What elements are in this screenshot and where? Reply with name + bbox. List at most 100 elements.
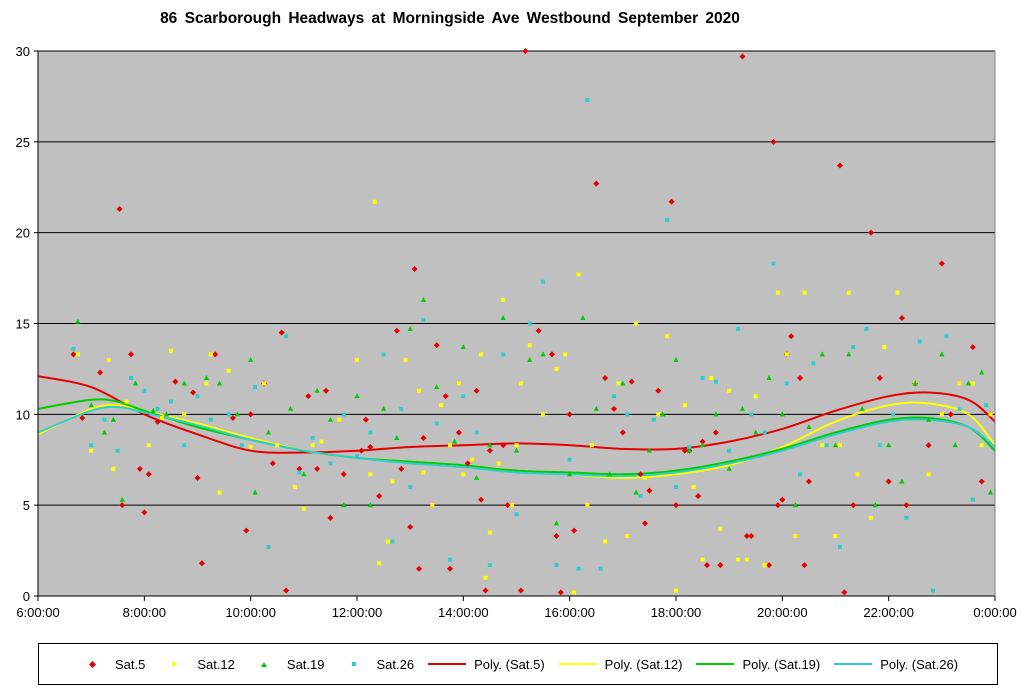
legend-symbol — [260, 661, 267, 667]
x-tick-label: 16:00:00 — [544, 605, 595, 620]
data-point — [420, 296, 427, 302]
data-point — [753, 429, 759, 435]
data-point — [553, 533, 560, 540]
data-point — [70, 351, 77, 358]
data-point — [576, 566, 581, 571]
data-point — [616, 381, 621, 386]
data-point — [774, 502, 781, 509]
data-point — [673, 356, 679, 362]
data-point — [474, 474, 480, 480]
data-point — [474, 430, 479, 435]
data-point — [535, 327, 542, 334]
x-tick-label: 14:00:00 — [438, 605, 489, 620]
data-point — [681, 447, 688, 454]
data-points — [70, 48, 994, 596]
data-point — [585, 98, 590, 103]
axes: 0 5 10 15 20 25 30 6:00:00 8:00:00 10:00:00 12:00:… — [16, 44, 1017, 620]
data-point — [124, 399, 129, 404]
data-point — [619, 429, 626, 436]
data-point — [181, 380, 187, 386]
data-point — [611, 394, 616, 399]
data-point — [510, 503, 515, 508]
data-point — [160, 415, 165, 420]
data-point — [988, 412, 993, 417]
data-point — [739, 53, 746, 60]
data-point — [939, 351, 945, 357]
data-point — [628, 378, 635, 385]
data-point — [408, 485, 413, 489]
data-point — [656, 412, 661, 417]
data-point — [580, 315, 586, 321]
data-point — [634, 321, 639, 326]
data-point — [243, 527, 250, 534]
data-point — [700, 557, 705, 562]
data-point — [674, 588, 678, 593]
legend-symbol — [834, 663, 873, 665]
data-point — [461, 472, 466, 477]
data-point — [641, 520, 648, 527]
data-point — [904, 515, 909, 520]
data-point — [979, 443, 984, 448]
data-point — [718, 526, 723, 531]
data-point — [872, 502, 878, 508]
data-point — [850, 502, 857, 509]
data-point — [340, 471, 347, 478]
data-point — [362, 416, 369, 423]
data-point — [128, 351, 135, 358]
data-point — [198, 560, 205, 567]
data-point — [88, 402, 94, 408]
data-point — [314, 465, 321, 472]
data-point — [376, 493, 383, 500]
data-point — [655, 387, 662, 394]
data-point — [699, 442, 706, 448]
data-point — [682, 403, 687, 408]
legend-item: Sat.26 — [339, 656, 415, 672]
data-point — [903, 502, 910, 509]
data-point — [898, 315, 905, 322]
data-point — [310, 435, 315, 440]
data-point — [514, 443, 519, 448]
data-point — [646, 487, 653, 494]
data-point — [665, 217, 670, 222]
data-point — [811, 361, 816, 366]
data-point — [572, 590, 577, 595]
data-point — [266, 544, 271, 549]
data-point — [633, 489, 639, 495]
data-point — [501, 352, 506, 357]
data-point — [805, 478, 812, 485]
data-point — [699, 438, 706, 445]
data-point — [548, 351, 555, 358]
data-point — [912, 380, 918, 386]
data-point — [832, 442, 839, 448]
data-point — [713, 379, 718, 384]
data-point — [305, 393, 312, 400]
x-tick-label: 6:00:00 — [16, 605, 59, 620]
data-point — [341, 502, 347, 508]
x-tick-label: 12:00:00 — [332, 605, 383, 620]
data-point — [461, 394, 466, 399]
data-point — [651, 417, 656, 422]
data-point — [779, 411, 785, 417]
data-point — [567, 457, 572, 462]
data-point — [554, 563, 559, 568]
data-point — [603, 539, 608, 544]
data-point — [691, 485, 696, 489]
legend-label: Sat.26 — [376, 656, 415, 672]
data-point — [182, 443, 187, 448]
x-tick-label: 22:00:00 — [863, 605, 914, 620]
data-point — [119, 496, 125, 502]
data-point — [882, 345, 887, 350]
data-point — [217, 490, 222, 495]
data-point — [917, 339, 922, 344]
data-point — [762, 563, 767, 568]
data-point — [203, 375, 209, 380]
data-point — [390, 539, 395, 544]
data-point — [368, 430, 373, 435]
data-point — [145, 471, 152, 478]
x-tick-label: 18:00:00 — [651, 605, 702, 620]
data-point — [522, 48, 529, 54]
data-point — [297, 470, 302, 475]
legend-symbol — [696, 663, 735, 665]
data-point — [748, 533, 755, 540]
data-point — [102, 417, 107, 422]
